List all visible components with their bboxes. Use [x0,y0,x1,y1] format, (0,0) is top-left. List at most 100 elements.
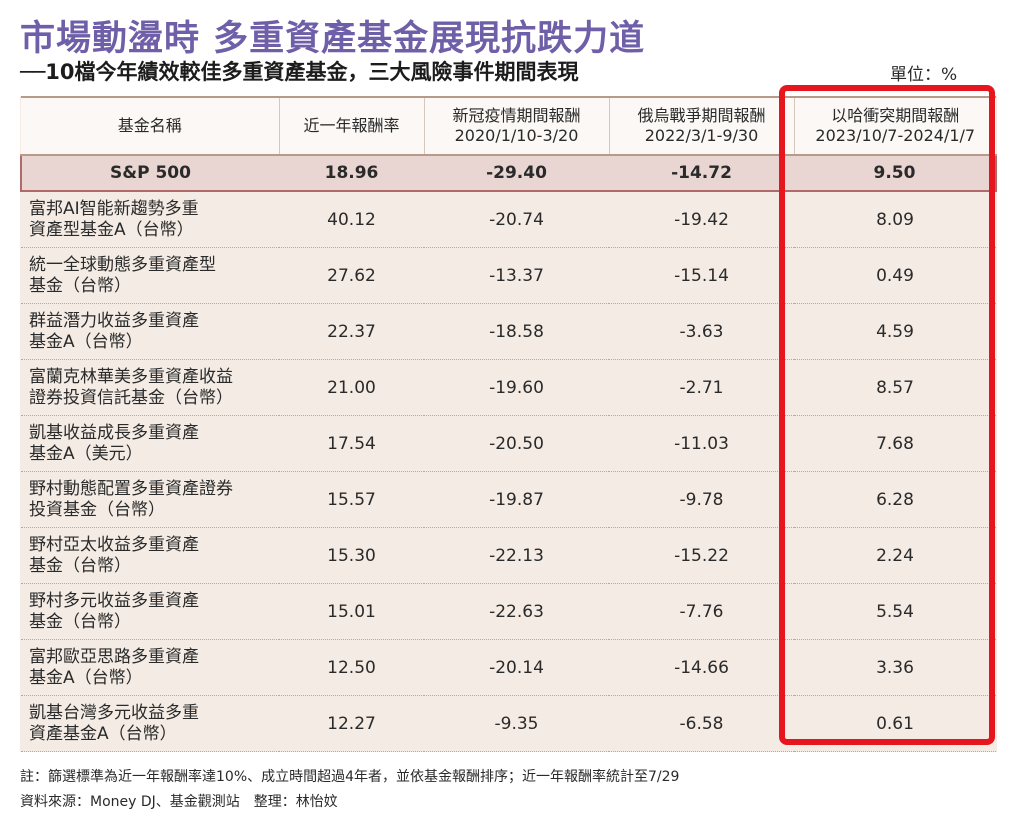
header-russia-ukraine: 俄烏戰爭期間報酬 2022/3/1-9/30 [609,96,795,156]
fund-value: 0.49 [794,247,996,304]
header-fund-name: 基金名稱 [21,96,280,156]
fund-value: -20.14 [424,639,609,696]
fund-name-line: 凱基台灣多元收益多重 [29,702,199,723]
header-label: 俄烏戰爭期間報酬 [637,106,766,125]
fund-name: 統一全球動態多重資產型 基金（台幣） [21,247,279,304]
fund-name-line: 基金A（台幣） [29,667,143,688]
fund-name: 野村多元收益多重資產 基金（台幣） [21,583,279,640]
header-period: 2022/3/1-9/30 [644,126,759,145]
table-row: 野村動態配置多重資產證券 投資基金（台幣） 15.57 -19.87 -9.78 6.28 [21,471,996,528]
fund-value: -9.78 [609,471,794,528]
fund-name: 凱基台灣多元收益多重 資產基金A（台幣） [21,695,279,752]
fund-value: -11.03 [609,415,794,472]
fund-name-line: 資產基金A（台幣） [29,723,177,744]
fund-name: 凱基收益成長多重資產 基金A（美元） [21,415,279,472]
header-israel-hamas: 以哈衝突期間報酬 2023/10/7-2024/1/7 [794,96,996,156]
fund-value: -6.58 [609,695,794,752]
fund-name-line: 基金（台幣） [29,611,131,632]
fund-value: -22.63 [424,583,609,640]
table-row: 富蘭克林華美多重資產收益 證券投資信託基金（台幣） 21.00 -19.60 -2.71… [21,359,996,416]
fund-value: 8.09 [794,191,996,248]
benchmark-value: -29.40 [424,154,609,192]
fund-value: -19.42 [609,191,794,248]
table-row: 富邦歐亞思路多重資產 基金A（台幣） 12.50 -20.14 -14.66 3.36 [21,639,996,696]
fund-name-line: 野村多元收益多重資產 [29,590,199,611]
fund-name-line: 富邦AI智能新趨勢多重 [29,198,199,219]
fund-value: -9.35 [424,695,609,752]
fund-value: -2.71 [609,359,794,416]
footnote: 註：篩選標準為近一年報酬率達10%、成立時間超過4年者，並依基金報酬排序；近一年… [20,769,680,785]
header-label: 以哈衝突期間報酬 [831,106,960,125]
fund-value: 0.61 [794,695,996,752]
fund-value: 15.30 [279,527,424,584]
fund-name-line: 野村亞太收益多重資產 [29,534,199,555]
fund-value: 40.12 [279,191,424,248]
fund-value: -19.60 [424,359,609,416]
header-label: 新冠疫情期間報酬 [452,106,581,125]
table-row: 野村亞太收益多重資產 基金（台幣） 15.30 -22.13 -15.22 2.24 [21,527,996,584]
fund-value: 15.57 [279,471,424,528]
table-body: S&P 500 18.96 -29.40 -14.72 9.50 富邦AI智能新… [20,154,997,752]
table-row: 群益潛力收益多重資產 基金A（台幣） 22.37 -18.58 -3.63 4.59 [21,303,996,360]
fund-value: -15.14 [609,247,794,304]
fund-name-line: 富蘭克林華美多重資產收益 [29,366,233,387]
fund-value: -20.74 [424,191,609,248]
chart-title: 市場動盪時 多重資產基金展現抗跌力道 [20,18,646,59]
fund-name-line: 群益潛力收益多重資產 [29,310,199,331]
benchmark-value: 9.50 [794,154,997,192]
fund-name-line: 野村動態配置多重資產證券 [29,478,233,499]
fund-value: 15.01 [279,583,424,640]
header-period: 2020/1/10-3/20 [454,126,579,145]
fund-name-line: 投資基金（台幣） [29,499,165,520]
fund-name: 富邦AI智能新趨勢多重 資產型基金A（台幣） [21,191,279,248]
fund-name-line: 證券投資信託基金（台幣） [29,387,233,408]
fund-name-line: 基金（台幣） [29,275,131,296]
table-row: 凱基台灣多元收益多重 資產基金A（台幣） 12.27 -9.35 -6.58 0.61 [21,695,996,752]
header-period: 2023/10/7-2024/1/7 [815,126,976,145]
fund-value: -14.66 [609,639,794,696]
fund-value: -13.37 [424,247,609,304]
unit-label: 單位：% [890,65,958,85]
fund-value: -22.13 [424,527,609,584]
fund-name-line: 資產型基金A（台幣） [29,219,194,240]
fund-value: 21.00 [279,359,424,416]
fund-name: 野村亞太收益多重資產 基金（台幣） [21,527,279,584]
benchmark-row: S&P 500 18.96 -29.40 -14.72 9.50 [20,154,997,192]
fund-value: 17.54 [279,415,424,472]
fund-value: 3.36 [794,639,996,696]
fund-name-line: 統一全球動態多重資產型 [29,254,216,275]
fund-value: 5.54 [794,583,996,640]
fund-value: 12.50 [279,639,424,696]
fund-value: 8.57 [794,359,996,416]
fund-value: -3.63 [609,303,794,360]
table-row: 凱基收益成長多重資產 基金A（美元） 17.54 -20.50 -11.03 7.68 [21,415,996,472]
fund-name: 富邦歐亞思路多重資產 基金A（台幣） [21,639,279,696]
chart-subtitle: ──10檔今年績效較佳多重資產基金，三大風險事件期間表現 [20,60,579,84]
fund-value: 12.27 [279,695,424,752]
header-label: 基金名稱 [117,116,182,135]
benchmark-name: S&P 500 [20,154,279,192]
fund-value: 6.28 [794,471,996,528]
fund-name-line: 凱基收益成長多重資產 [29,422,199,443]
benchmark-value: -14.72 [609,154,794,192]
source-note: 資料來源：Money DJ、基金觀測站 整理：林怡妏 [20,794,338,810]
fund-name-line: 基金A（美元） [29,443,143,464]
fund-name: 野村動態配置多重資產證券 投資基金（台幣） [21,471,279,528]
fund-value: 2.24 [794,527,996,584]
fund-value: -20.50 [424,415,609,472]
fund-table: 基金名稱 近一年報酬率 新冠疫情期間報酬 2020/1/10-3/20 俄烏戰爭… [20,96,997,752]
fund-value: 4.59 [794,303,996,360]
benchmark-value: 18.96 [279,154,424,192]
fund-name-line: 基金（台幣） [29,555,131,576]
fund-name-line: 基金A（台幣） [29,331,143,352]
header-one-year: 近一年報酬率 [279,96,425,156]
fund-value: 7.68 [794,415,996,472]
fund-name-line: 富邦歐亞思路多重資產 [29,646,199,667]
fund-name: 富蘭克林華美多重資產收益 證券投資信託基金（台幣） [21,359,279,416]
header-covid: 新冠疫情期間報酬 2020/1/10-3/20 [424,96,610,156]
table-row: 富邦AI智能新趨勢多重 資產型基金A（台幣） 40.12 -20.74 -19.42 8.… [21,191,996,248]
fund-value: -19.87 [424,471,609,528]
fund-value: -7.76 [609,583,794,640]
header-label: 近一年報酬率 [303,116,400,135]
fund-value: -18.58 [424,303,609,360]
